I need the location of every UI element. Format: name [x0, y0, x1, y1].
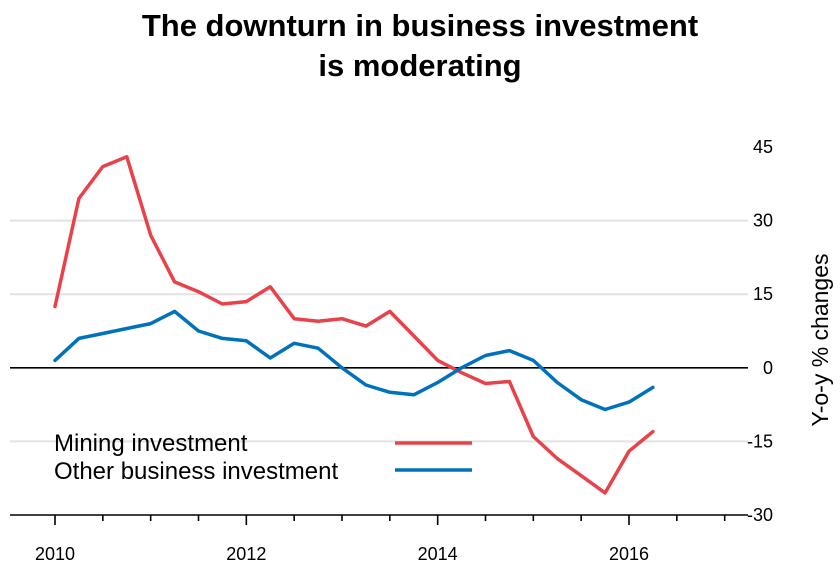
y-axis-label: Y-o-y % changes	[807, 253, 833, 426]
chart-title-line-2: is moderating	[318, 48, 521, 83]
legend-label-other: Other business investment	[54, 458, 338, 485]
y-axis: 45 30 15 0 -15 -30	[747, 137, 773, 525]
chart-title-line-1: The downturn in business investment	[142, 8, 698, 43]
series-line-0	[53, 155, 655, 495]
legend-label-mining: Mining investment	[54, 430, 248, 457]
series-group	[53, 155, 655, 495]
x-axis: 2010 2012 2014 2016	[10, 514, 748, 564]
x-tick-label: 2016	[609, 544, 649, 564]
x-tick-label: 2010	[35, 544, 75, 564]
y-tick-label: -30	[747, 505, 773, 525]
y-tick-label: 45	[753, 137, 773, 157]
y-tick-label: 30	[753, 211, 773, 231]
gridlines	[10, 219, 748, 443]
x-tick-label: 2014	[418, 544, 458, 564]
legend: Mining investment Other business investm…	[54, 430, 472, 485]
x-tick-label: 2012	[226, 544, 266, 564]
y-tick-label: 15	[753, 284, 773, 304]
y-tick-label: -15	[747, 431, 773, 451]
y-tick-label: 0	[763, 358, 773, 378]
series-line-1	[53, 309, 655, 412]
